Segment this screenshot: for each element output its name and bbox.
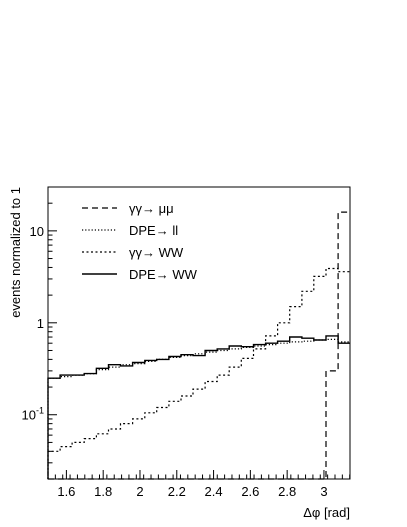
x-tick-label: 3: [320, 484, 327, 499]
x-tick-label: 2.6: [241, 484, 259, 499]
x-tick-label: 1.8: [94, 484, 112, 499]
y-tick-label: 10-1: [22, 406, 44, 423]
x-tick-label: 2: [136, 484, 143, 499]
y-tick-label: 10: [30, 224, 44, 239]
series-1-line: [47, 338, 350, 479]
legend-label-1: DPE→ ll: [129, 223, 178, 238]
x-tick-label: 2.4: [205, 484, 223, 499]
y-axis-title: events normalized to 1: [8, 187, 23, 318]
series-layer: [47, 211, 350, 480]
x-tick-label: 2.8: [278, 484, 296, 499]
legend: γγ→ μμ DPE→ ll γγ→ WW DPE→ WW: [82, 201, 198, 282]
x-tick-label: 1.6: [57, 484, 75, 499]
legend-label-2: γγ→ WW: [129, 245, 184, 260]
plot-frame: [47, 186, 351, 480]
x-tick-label: 2.2: [168, 484, 186, 499]
x-axis-title: Δφ [rad]: [303, 505, 350, 520]
legend-label-0: γγ→ μμ: [129, 201, 174, 216]
series-3-line: [47, 335, 350, 479]
series-2-line: [47, 267, 350, 479]
axis-layer: 1.6 1.8 2 2.2 2.4 2.6 2.8 3 10-1 1 10: [22, 186, 351, 499]
legend-label-3: DPE→ WW: [129, 267, 198, 282]
y-tick-label: 1: [37, 316, 44, 331]
